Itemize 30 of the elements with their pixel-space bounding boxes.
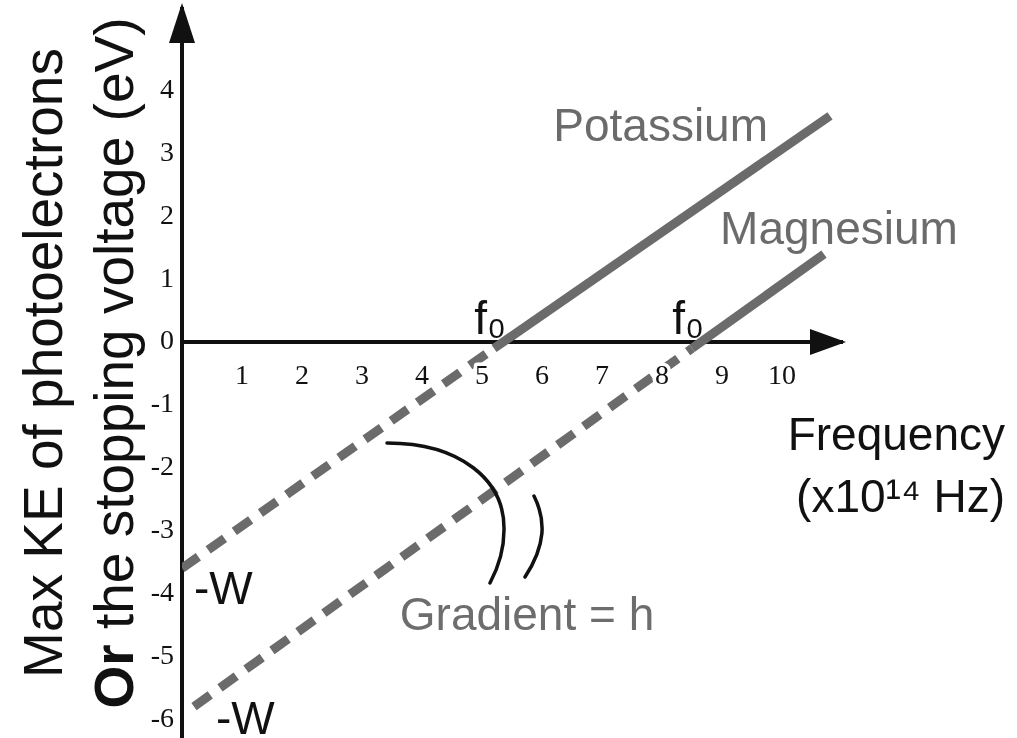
x-tick-label: 2 (295, 359, 309, 391)
y-tick-label: 1 (160, 261, 174, 293)
y-axis-title: Max KE of photoelectrons Or the stopping voltage (eV) (12, 17, 145, 709)
series-label: Magnesium (720, 202, 958, 255)
x-tick-label: 1 (235, 359, 249, 391)
annotation: -W (216, 692, 276, 738)
y-tick-label: -4 (150, 575, 174, 607)
x-tick-label: 8 (655, 359, 669, 391)
y-tick-label: 4 (160, 73, 174, 105)
x-axis-title: Frequency (x10¹⁴ Hz) (787, 408, 1005, 523)
annotation: Gradient = h (399, 588, 655, 641)
annotation: f₀ (474, 292, 506, 345)
x-tick-label: 7 (595, 359, 609, 391)
annotation: f₀ (672, 292, 704, 345)
y-tick-label: -6 (150, 701, 174, 733)
y-tick-label: 0 (160, 324, 174, 356)
y-tick-label: -1 (150, 387, 174, 419)
x-tick-label: 5 (475, 359, 489, 391)
x-tick-label: 3 (355, 359, 369, 391)
x-tick-label: 4 (415, 359, 429, 391)
y-tick-label: 2 (160, 198, 174, 230)
series-label: Potassium (553, 98, 768, 151)
y-tick-label: 3 (160, 135, 174, 167)
annotation: -W (194, 562, 254, 615)
x-tick-label: 9 (715, 359, 729, 391)
y-tick-label: -3 (150, 512, 174, 544)
y-tick-label: -2 (150, 450, 174, 482)
y-tick-label: -5 (150, 638, 174, 670)
x-tick-label: 6 (535, 359, 549, 391)
x-tick-label: 10 (768, 359, 796, 391)
